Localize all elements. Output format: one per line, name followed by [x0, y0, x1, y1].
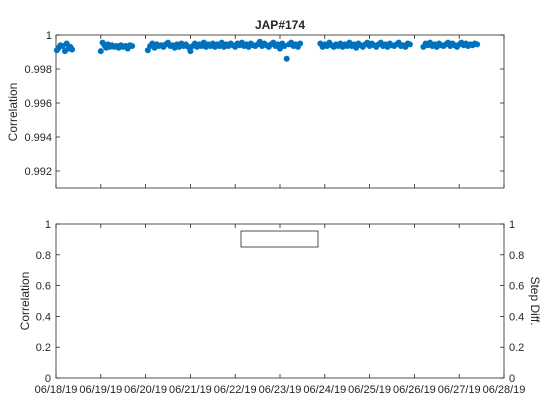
- bottom-x-tick-label: 06/26/19: [393, 384, 436, 396]
- legend-box: [240, 230, 319, 248]
- top-x-ticks: [55, 35, 505, 188]
- data-point: [283, 55, 290, 62]
- bottom-x-tick-label: 06/21/19: [169, 384, 212, 396]
- bottom-right-y-tick-label: 0.4: [509, 311, 524, 323]
- bottom-y-ticks: 0 0.2 0.4 0.6 0.8 1: [36, 219, 60, 385]
- data-point: [406, 41, 413, 48]
- top-y-axis-label: Correlation: [6, 83, 20, 142]
- top-y-tick-label: 0.998: [24, 64, 52, 76]
- top-y-ticks: 0.992 0.994 0.996 0.998 1: [24, 30, 504, 178]
- top-y-tick-label: 1: [46, 30, 52, 42]
- bottom-right-y-axis-label: Step Diff.: [528, 276, 542, 325]
- bottom-right-y-tick-label: 0.2: [509, 342, 524, 354]
- bottom-x-tick-label: 06/19/19: [79, 384, 122, 396]
- data-point: [69, 46, 76, 53]
- bottom-right-y-tick-label: 1: [509, 219, 515, 231]
- bottom-x-tick-label: 06/24/19: [303, 384, 346, 396]
- bottom-x-tick-label: 06/22/19: [214, 384, 257, 396]
- bottom-x-tick-label: 06/28/19: [483, 384, 526, 396]
- bottom-right-y-ticks: 0 0.2 0.4 0.6 0.8 1: [500, 219, 524, 385]
- bottom-y-tick-label: 1: [45, 219, 51, 231]
- data-point: [297, 40, 304, 47]
- bottom-right-y-tick-label: 0.6: [509, 281, 524, 293]
- bottom-y-tick-label: 0.8: [36, 250, 51, 262]
- bottom-chart: 00.20.40.60.81 00.20.40.60.81 06/18/19 06…: [18, 219, 542, 396]
- bottom-y-axis-label: Correlation: [18, 272, 32, 331]
- bottom-x-tick-label: 06/25/19: [348, 384, 391, 396]
- bottom-y-tick-label: 0.4: [36, 311, 51, 323]
- bottom-right-y-tick-label: 0: [509, 373, 515, 385]
- data-point: [129, 43, 136, 50]
- bottom-x-ticks: 06/18/19 06/19/19 06/20/19 06/21/19 06/22/19…: [35, 224, 526, 396]
- data-point: [277, 45, 283, 52]
- bottom-right-y-tick-label: 0.8: [509, 250, 524, 262]
- data-point: [97, 48, 104, 55]
- bottom-axes-box: [55, 223, 505, 379]
- bottom-x-tick-label: 06/23/19: [259, 384, 302, 396]
- data-point: [187, 48, 194, 55]
- bottom-x-tick-label: 06/27/19: [438, 384, 481, 396]
- bottom-x-tick-label: 06/18/19: [35, 384, 78, 396]
- bottom-y-tick-label: 0.6: [36, 281, 51, 293]
- bottom-y-tick-label: 0: [45, 373, 51, 385]
- data-point: [474, 41, 481, 48]
- bottom-x-tick-label: 06/20/19: [124, 384, 167, 396]
- top-axes-box: [55, 34, 505, 189]
- top-chart: JAP#174 0.992 0.994 0.996 0.998 1 Correlatio…: [6, 18, 505, 189]
- top-chart-title: JAP#174: [255, 18, 305, 32]
- top-y-tick-label: 0.994: [24, 132, 52, 144]
- top-y-tick-label: 0.992: [24, 166, 52, 178]
- top-y-tick-label: 0.996: [24, 98, 52, 110]
- top-data-points: [53, 38, 481, 62]
- bottom-y-tick-label: 0.2: [36, 342, 51, 354]
